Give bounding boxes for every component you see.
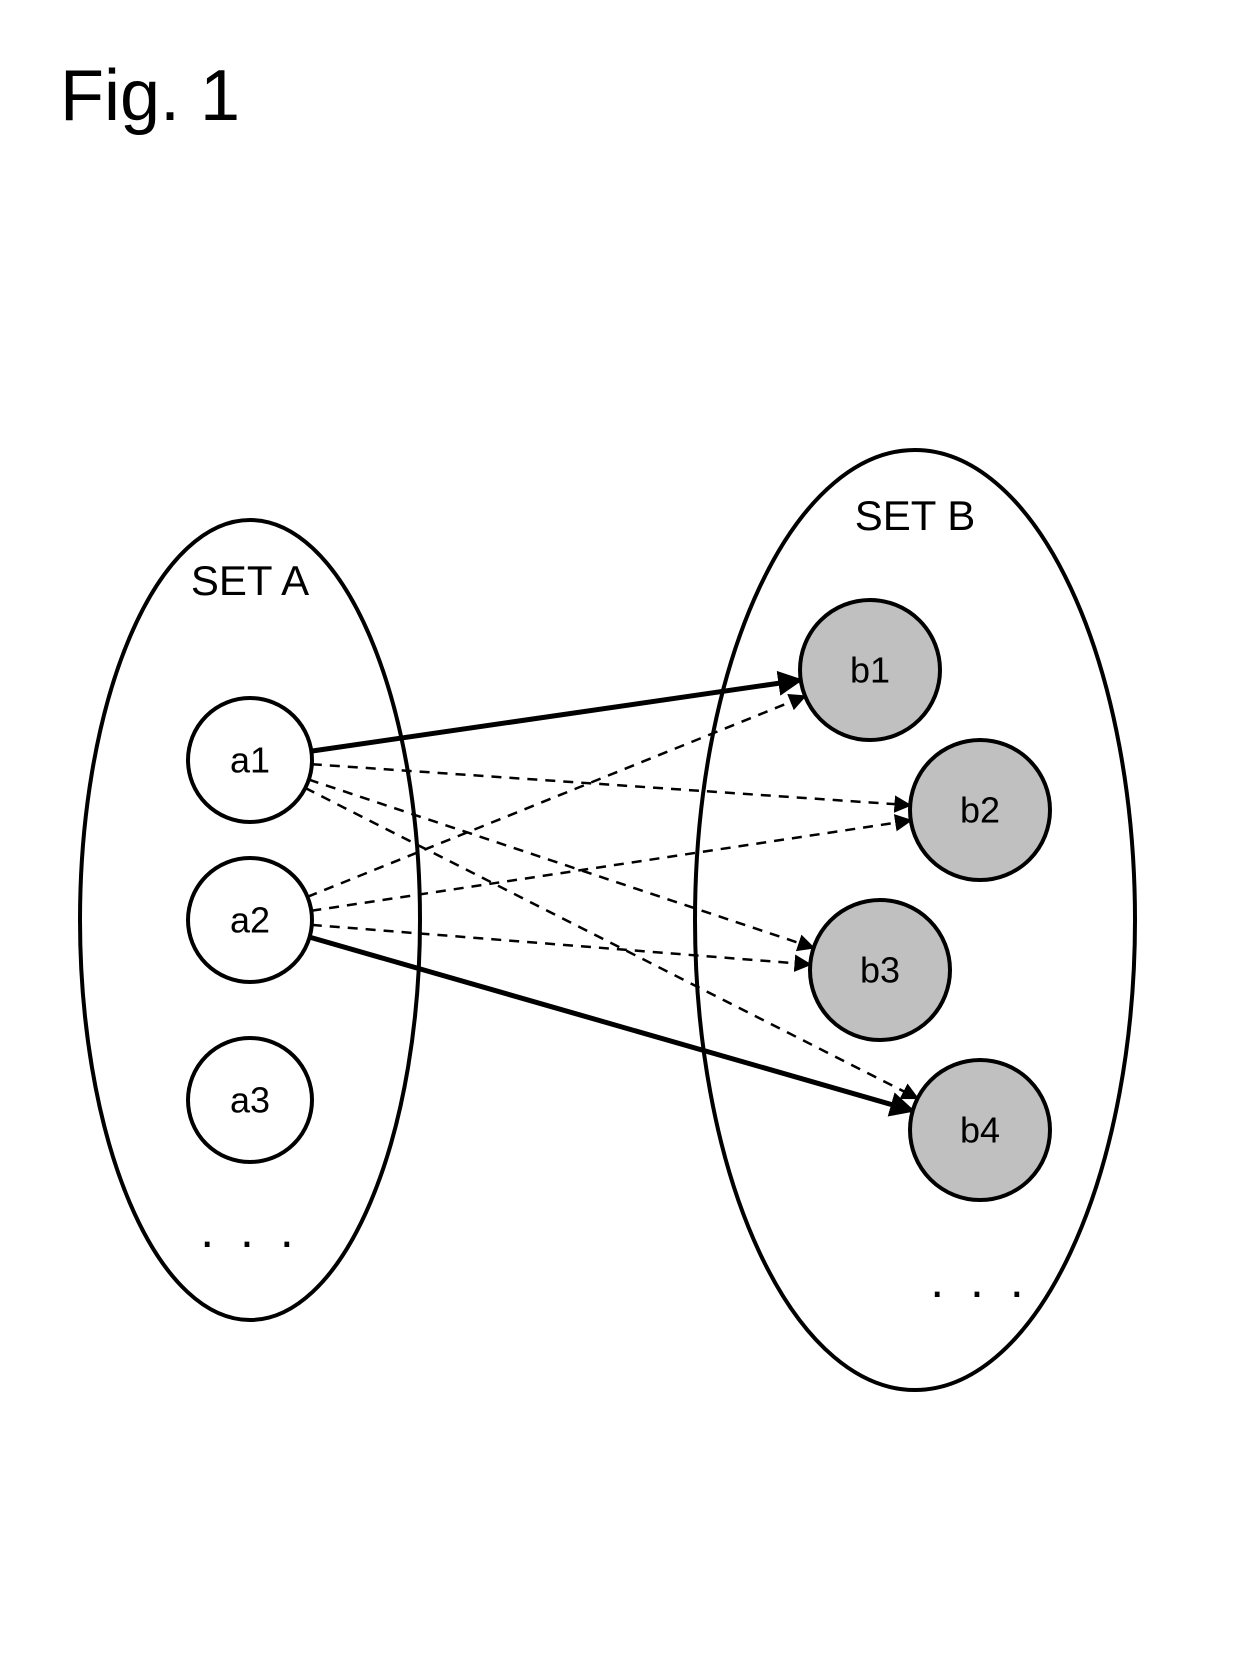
set-b-label: SET B [855, 492, 976, 539]
figure-canvas: Fig. 1 SET A SET B a1 a2 a3 . . . b1 b2 b3 b4… [0, 0, 1240, 1667]
node-label-b2: b2 [960, 790, 1000, 831]
edge-a1-b3 [309, 780, 814, 948]
node-label-b3: b3 [860, 950, 900, 991]
node-label-a3: a3 [230, 1080, 270, 1121]
node-label-a2: a2 [230, 900, 270, 941]
node-label-b4: b4 [960, 1110, 1000, 1151]
set-a-label: SET A [191, 557, 309, 604]
set-b-ellipsis: . . . [930, 1252, 1029, 1308]
figure-label: Fig. 1 [60, 56, 240, 136]
edge-a2-b1 [308, 696, 806, 897]
set-a-ellipsis: . . . [200, 1202, 299, 1258]
node-label-b1: b1 [850, 650, 890, 691]
set-b-nodes: b1 b2 b3 b4 [800, 600, 1050, 1200]
edge-a1-b2 [312, 764, 910, 805]
set-a-nodes: a1 a2 a3 [188, 698, 312, 1162]
edge-a2-b2 [311, 820, 910, 910]
edge-a1-b1 [311, 680, 800, 751]
edges-group [305, 680, 917, 1111]
node-label-a1: a1 [230, 740, 270, 781]
